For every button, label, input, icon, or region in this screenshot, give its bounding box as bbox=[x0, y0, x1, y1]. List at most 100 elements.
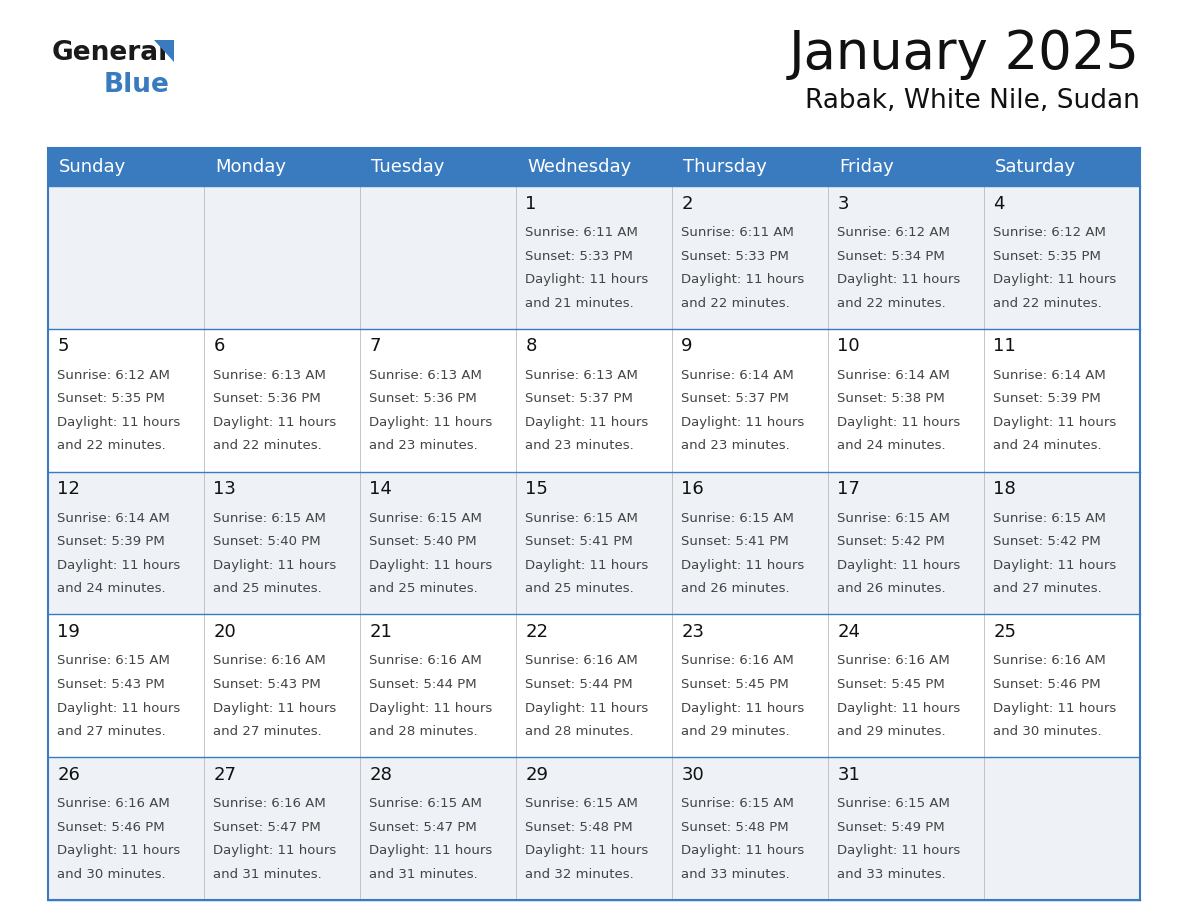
Text: 5: 5 bbox=[57, 338, 69, 355]
Text: Daylight: 11 hours: Daylight: 11 hours bbox=[369, 701, 493, 714]
Text: and 23 minutes.: and 23 minutes. bbox=[525, 440, 634, 453]
Text: Sunrise: 6:11 AM: Sunrise: 6:11 AM bbox=[682, 226, 795, 239]
Bar bbox=[204, 614, 360, 757]
Text: 19: 19 bbox=[57, 623, 81, 641]
Bar bbox=[672, 472, 828, 614]
Text: Friday: Friday bbox=[839, 158, 893, 176]
Text: Daylight: 11 hours: Daylight: 11 hours bbox=[369, 845, 493, 857]
Text: Rabak, White Nile, Sudan: Rabak, White Nile, Sudan bbox=[805, 88, 1140, 114]
Bar bbox=[828, 148, 984, 186]
Text: Sunrise: 6:12 AM: Sunrise: 6:12 AM bbox=[993, 226, 1106, 239]
Polygon shape bbox=[154, 40, 173, 62]
Text: Daylight: 11 hours: Daylight: 11 hours bbox=[57, 559, 181, 572]
Bar bbox=[48, 148, 204, 186]
Text: Sunset: 5:43 PM: Sunset: 5:43 PM bbox=[214, 678, 321, 691]
Text: Daylight: 11 hours: Daylight: 11 hours bbox=[682, 416, 804, 429]
Text: and 31 minutes.: and 31 minutes. bbox=[214, 868, 322, 881]
Text: Daylight: 11 hours: Daylight: 11 hours bbox=[525, 701, 649, 714]
Bar bbox=[672, 614, 828, 757]
Text: Sunset: 5:47 PM: Sunset: 5:47 PM bbox=[369, 821, 478, 834]
Text: Sunset: 5:40 PM: Sunset: 5:40 PM bbox=[214, 535, 321, 548]
Text: Sunset: 5:46 PM: Sunset: 5:46 PM bbox=[993, 678, 1101, 691]
Text: 3: 3 bbox=[838, 195, 849, 213]
Bar bbox=[516, 614, 672, 757]
Text: Daylight: 11 hours: Daylight: 11 hours bbox=[525, 845, 649, 857]
Text: Sunset: 5:45 PM: Sunset: 5:45 PM bbox=[838, 678, 946, 691]
Text: Sunset: 5:43 PM: Sunset: 5:43 PM bbox=[57, 678, 165, 691]
Text: and 30 minutes.: and 30 minutes. bbox=[57, 868, 166, 881]
Text: Daylight: 11 hours: Daylight: 11 hours bbox=[214, 701, 336, 714]
Text: Daylight: 11 hours: Daylight: 11 hours bbox=[369, 559, 493, 572]
Text: 30: 30 bbox=[682, 766, 704, 784]
Text: Sunset: 5:37 PM: Sunset: 5:37 PM bbox=[682, 392, 789, 406]
Bar bbox=[48, 757, 204, 900]
Text: Sunset: 5:40 PM: Sunset: 5:40 PM bbox=[369, 535, 478, 548]
Text: Tuesday: Tuesday bbox=[371, 158, 444, 176]
Text: and 28 minutes.: and 28 minutes. bbox=[369, 725, 478, 738]
Text: Sunrise: 6:16 AM: Sunrise: 6:16 AM bbox=[682, 655, 794, 667]
Bar bbox=[48, 472, 204, 614]
Text: Daylight: 11 hours: Daylight: 11 hours bbox=[838, 416, 961, 429]
Bar bbox=[360, 614, 516, 757]
Text: and 24 minutes.: and 24 minutes. bbox=[993, 440, 1102, 453]
Text: Daylight: 11 hours: Daylight: 11 hours bbox=[57, 845, 181, 857]
Bar bbox=[672, 757, 828, 900]
Text: and 27 minutes.: and 27 minutes. bbox=[993, 582, 1102, 595]
Text: and 27 minutes.: and 27 minutes. bbox=[57, 725, 166, 738]
Bar bbox=[828, 472, 984, 614]
Text: Sunrise: 6:15 AM: Sunrise: 6:15 AM bbox=[525, 511, 638, 524]
Text: Daylight: 11 hours: Daylight: 11 hours bbox=[525, 416, 649, 429]
Bar bbox=[828, 757, 984, 900]
Text: Blue: Blue bbox=[105, 72, 170, 98]
Text: Daylight: 11 hours: Daylight: 11 hours bbox=[214, 845, 336, 857]
Bar bbox=[360, 329, 516, 472]
Text: 23: 23 bbox=[682, 623, 704, 641]
Text: Sunset: 5:42 PM: Sunset: 5:42 PM bbox=[838, 535, 946, 548]
Text: Sunset: 5:42 PM: Sunset: 5:42 PM bbox=[993, 535, 1101, 548]
Text: Daylight: 11 hours: Daylight: 11 hours bbox=[214, 559, 336, 572]
Text: Sunrise: 6:15 AM: Sunrise: 6:15 AM bbox=[682, 511, 795, 524]
Text: General: General bbox=[52, 40, 169, 66]
Text: 10: 10 bbox=[838, 338, 860, 355]
Text: Sunrise: 6:15 AM: Sunrise: 6:15 AM bbox=[838, 511, 950, 524]
Text: 31: 31 bbox=[838, 766, 860, 784]
Text: Sunrise: 6:14 AM: Sunrise: 6:14 AM bbox=[57, 511, 170, 524]
Text: 14: 14 bbox=[369, 480, 392, 498]
Text: Sunset: 5:39 PM: Sunset: 5:39 PM bbox=[993, 392, 1101, 406]
Text: Sunrise: 6:16 AM: Sunrise: 6:16 AM bbox=[57, 797, 170, 811]
Text: Sunset: 5:48 PM: Sunset: 5:48 PM bbox=[525, 821, 633, 834]
Text: Sunset: 5:44 PM: Sunset: 5:44 PM bbox=[525, 678, 633, 691]
Text: 4: 4 bbox=[993, 195, 1005, 213]
Bar bbox=[984, 472, 1140, 614]
Text: Sunrise: 6:13 AM: Sunrise: 6:13 AM bbox=[214, 369, 327, 382]
Text: Daylight: 11 hours: Daylight: 11 hours bbox=[525, 274, 649, 286]
Bar bbox=[204, 329, 360, 472]
Bar bbox=[360, 186, 516, 329]
Text: Sunrise: 6:15 AM: Sunrise: 6:15 AM bbox=[993, 511, 1106, 524]
Text: and 25 minutes.: and 25 minutes. bbox=[214, 582, 322, 595]
Text: Sunrise: 6:13 AM: Sunrise: 6:13 AM bbox=[369, 369, 482, 382]
Text: Sunset: 5:49 PM: Sunset: 5:49 PM bbox=[838, 821, 944, 834]
Text: Sunrise: 6:15 AM: Sunrise: 6:15 AM bbox=[838, 797, 950, 811]
Text: 27: 27 bbox=[214, 766, 236, 784]
Text: Sunset: 5:39 PM: Sunset: 5:39 PM bbox=[57, 535, 165, 548]
Text: Sunrise: 6:16 AM: Sunrise: 6:16 AM bbox=[214, 797, 327, 811]
Text: 18: 18 bbox=[993, 480, 1016, 498]
Text: Sunrise: 6:16 AM: Sunrise: 6:16 AM bbox=[525, 655, 638, 667]
Text: and 21 minutes.: and 21 minutes. bbox=[525, 297, 634, 309]
Text: and 25 minutes.: and 25 minutes. bbox=[525, 582, 634, 595]
Text: and 29 minutes.: and 29 minutes. bbox=[682, 725, 790, 738]
Text: and 33 minutes.: and 33 minutes. bbox=[838, 868, 946, 881]
Text: Daylight: 11 hours: Daylight: 11 hours bbox=[838, 274, 961, 286]
Bar bbox=[48, 614, 204, 757]
Text: Sunset: 5:45 PM: Sunset: 5:45 PM bbox=[682, 678, 789, 691]
Text: Sunrise: 6:15 AM: Sunrise: 6:15 AM bbox=[214, 511, 327, 524]
Text: Sunset: 5:47 PM: Sunset: 5:47 PM bbox=[214, 821, 321, 834]
Text: Sunrise: 6:16 AM: Sunrise: 6:16 AM bbox=[993, 655, 1106, 667]
Bar bbox=[48, 329, 204, 472]
Text: and 27 minutes.: and 27 minutes. bbox=[214, 725, 322, 738]
Text: 15: 15 bbox=[525, 480, 548, 498]
Text: and 22 minutes.: and 22 minutes. bbox=[214, 440, 322, 453]
Text: and 22 minutes.: and 22 minutes. bbox=[682, 297, 790, 309]
Text: and 31 minutes.: and 31 minutes. bbox=[369, 868, 478, 881]
